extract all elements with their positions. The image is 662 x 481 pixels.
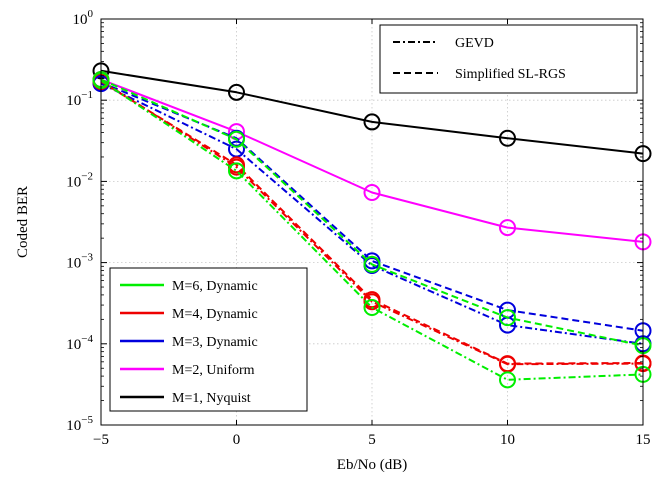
series-line — [100, 69, 644, 155]
series-marker — [499, 129, 516, 147]
legend-series-box — [109, 267, 308, 412]
y-tick-label: 10−3 — [66, 252, 93, 272]
series-marker — [499, 309, 516, 327]
series-marker — [499, 219, 516, 237]
legend-gevd-label: GEVD — [455, 36, 494, 51]
y-tick-label: 10−2 — [66, 170, 93, 190]
y-tick-label: 10−1 — [66, 89, 93, 109]
series-marker — [228, 130, 245, 148]
series-line — [100, 79, 644, 381]
series-marker — [363, 183, 381, 201]
legend-series-label: M=2, Uniform — [172, 363, 255, 378]
series-marker — [363, 293, 381, 311]
tick-labels: −5 0 5 10 15 10−5 10−4 10−3 10−2 10−1 100 — [66, 8, 650, 448]
legend-series: M=6, Dynamic M=4, Dynamic M=3, Dynamic M=2,… — [109, 267, 308, 412]
series-marker — [363, 255, 381, 273]
series-line — [100, 78, 644, 347]
tick-marks — [100, 18, 644, 426]
x-tick-label: 15 — [636, 432, 651, 448]
y-tick-label: 10−5 — [66, 414, 93, 434]
x-tick-label: 10 — [500, 432, 515, 448]
legend-series-label: M=4, Dynamic — [172, 307, 258, 322]
legend-linestyle-box — [379, 24, 638, 94]
series-marker — [363, 113, 381, 131]
x-tick-label: −5 — [93, 432, 109, 448]
legend-series-label: M=6, Dynamic — [172, 279, 258, 294]
legend-linestyle: GEVD Simplified SL-RGS — [379, 24, 638, 94]
x-tick-label: 5 — [368, 432, 376, 448]
series-marker — [499, 371, 516, 389]
y-tick-label: 10−4 — [66, 333, 93, 353]
x-tick-label: 0 — [233, 432, 241, 448]
series-line — [100, 78, 644, 243]
series-marker — [228, 83, 245, 101]
series-marker — [363, 298, 381, 316]
series-line — [100, 79, 644, 366]
legend-series-label: M=3, Dynamic — [172, 335, 258, 350]
series-marker — [228, 162, 245, 180]
legend-series-label: M=1, Nyquist — [172, 391, 251, 406]
legend-slrgs-label: Simplified SL-RGS — [455, 67, 566, 82]
y-axis-title: Coded BER — [15, 186, 31, 258]
y-tick-label: 100 — [73, 8, 94, 28]
series-line — [100, 82, 644, 345]
x-axis-title: Eb/No (dB) — [337, 457, 407, 473]
series-line — [100, 81, 644, 332]
